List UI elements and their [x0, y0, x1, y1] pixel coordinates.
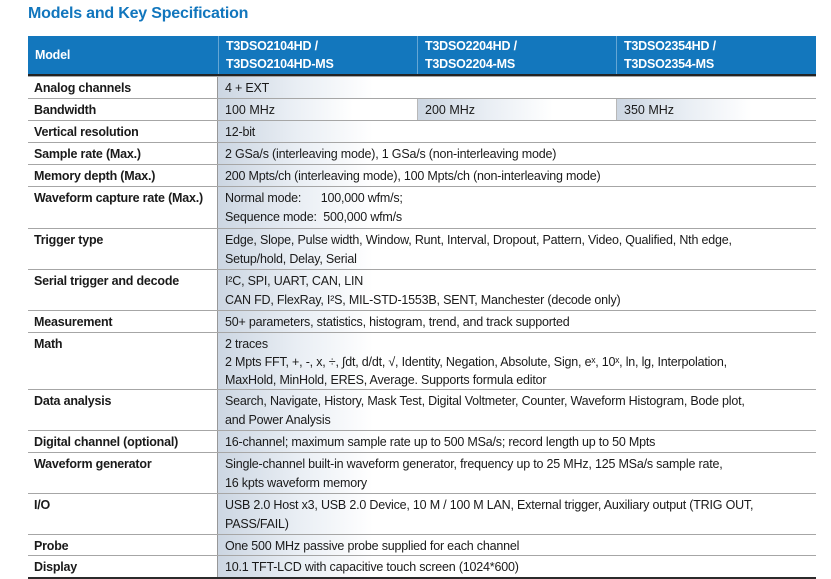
row-label: Digital channel (optional) [28, 431, 218, 452]
row-value: 2 GSa/s (interleaving mode), 1 GSa/s (no… [218, 143, 816, 164]
row-value: 50+ parameters, statistics, histogram, t… [218, 311, 816, 332]
bandwidth-cell-2104: 100 MHz [218, 99, 417, 120]
row-label: Memory depth (Max.) [28, 165, 218, 186]
row-label: Math [28, 333, 218, 389]
value-line: 16 kpts waveform memory [225, 475, 367, 490]
value-line: Setup/hold, Delay, Serial [225, 251, 357, 266]
spec-row-serial-trigger-decode: Serial trigger and decode I²C, SPI, UART… [28, 269, 816, 310]
row-label: Waveform generator [28, 453, 218, 493]
row-value: Single-channel built-in waveform generat… [218, 453, 816, 493]
row-value: Edge, Slope, Pulse width, Window, Runt, … [218, 229, 816, 269]
header-cell-t3dso2354: T3DSO2354HD / T3DSO2354-MS [616, 36, 816, 74]
bandwidth-cell-2354: 350 MHz [616, 99, 816, 120]
model-name-line: T3DSO2104HD-MS [226, 57, 334, 71]
row-value: Search, Navigate, History, Mask Test, Di… [218, 390, 816, 430]
row-value: 200 Mpts/ch (interleaving mode), 100 Mpt… [218, 165, 816, 186]
row-value: 16-channel; maximum sample rate up to 50… [218, 431, 816, 452]
spec-row-digital-channel: Digital channel (optional) 16-channel; m… [28, 430, 816, 452]
model-name-line: T3DSO2354HD / [624, 38, 716, 53]
value-line: MaxHold, MinHold, ERES, Average. Support… [225, 373, 547, 387]
value-line: 10.1 TFT-LCD with capacitive touch scree… [225, 560, 519, 574]
header-model-label: Model [35, 47, 71, 62]
spec-row-memory-depth: Memory depth (Max.) 200 Mpts/ch (interle… [28, 164, 816, 186]
model-name-line: T3DSO2204-MS [425, 57, 515, 71]
spec-table: Model T3DSO2104HD / T3DSO2104HD-MS T3DSO… [28, 36, 816, 579]
value-line: Search, Navigate, History, Mask Test, Di… [225, 394, 745, 408]
value-line: Edge, Slope, Pulse width, Window, Runt, … [225, 233, 732, 247]
row-value: USB 2.0 Host x3, USB 2.0 Device, 10 M / … [218, 494, 816, 534]
value-line: 50+ parameters, statistics, histogram, t… [225, 315, 570, 329]
model-name-line: T3DSO2104HD / [226, 38, 318, 53]
spec-row-analog-channels: Analog channels 4 + EXT [28, 76, 816, 98]
value-line: Sequence mode: 500,000 wfm/s [225, 209, 402, 224]
spec-row-data-analysis: Data analysis Search, Navigate, History,… [28, 389, 816, 430]
spec-row-vertical-resolution: Vertical resolution 12-bit [28, 120, 816, 142]
value-line: Single-channel built-in waveform generat… [225, 457, 723, 471]
spec-row-bandwidth: Bandwidth 100 MHz 200 MHz 350 MHz [28, 98, 816, 120]
row-label: Measurement [28, 311, 218, 332]
value-line: 2 GSa/s (interleaving mode), 1 GSa/s (no… [225, 147, 557, 161]
row-label: Serial trigger and decode [28, 270, 218, 310]
value-line: 2 Mpts FFT, +, -, x, ÷, ∫dt, d/dt, √, Id… [225, 355, 727, 369]
spec-row-trigger-type: Trigger type Edge, Slope, Pulse width, W… [28, 228, 816, 269]
page-title: Models and Key Specification [28, 5, 249, 22]
value-line: One 500 MHz passive probe supplied for e… [225, 539, 520, 553]
spec-row-waveform-capture-rate: Waveform capture rate (Max.) Normal mode… [28, 186, 816, 228]
value-line: 4 + EXT [225, 81, 270, 95]
row-value: 2 traces 2 Mpts FFT, +, -, x, ÷, ∫dt, d/… [218, 333, 816, 389]
model-name-line: T3DSO2354-MS [624, 57, 714, 71]
spec-row-io: I/O USB 2.0 Host x3, USB 2.0 Device, 10 … [28, 493, 816, 534]
value-line: Normal mode: 100,000 wfm/s; [225, 191, 403, 205]
row-value: I²C, SPI, UART, CAN, LIN CAN FD, FlexRay… [218, 270, 816, 310]
bandwidth-cell-2204: 200 MHz [417, 99, 616, 120]
value-line: CAN FD, FlexRay, I²S, MIL-STD-1553B, SEN… [225, 292, 621, 307]
value-line: 16-channel; maximum sample rate up to 50… [225, 435, 656, 449]
header-cell-t3dso2204: T3DSO2204HD / T3DSO2204-MS [417, 36, 616, 74]
row-label: I/O [28, 494, 218, 534]
value-line: USB 2.0 Host x3, USB 2.0 Device, 10 M / … [225, 498, 754, 512]
row-label: Vertical resolution [28, 121, 218, 142]
row-label: Waveform capture rate (Max.) [28, 187, 218, 228]
row-label: Display [28, 556, 218, 577]
row-value: 10.1 TFT-LCD with capacitive touch scree… [218, 556, 816, 577]
spec-row-waveform-generator: Waveform generator Single-channel built-… [28, 452, 816, 493]
table-header-row: Model T3DSO2104HD / T3DSO2104HD-MS T3DSO… [28, 36, 816, 76]
spec-row-math: Math 2 traces 2 Mpts FFT, +, -, x, ÷, ∫d… [28, 332, 816, 389]
spec-row-display: Display 10.1 TFT-LCD with capacitive tou… [28, 555, 816, 577]
row-value: Normal mode: 100,000 wfm/s; Sequence mod… [218, 187, 816, 228]
value-line: I²C, SPI, UART, CAN, LIN [225, 274, 364, 288]
spec-row-sample-rate: Sample rate (Max.) 2 GSa/s (interleaving… [28, 142, 816, 164]
row-value: One 500 MHz passive probe supplied for e… [218, 535, 816, 555]
row-value-columns: 100 MHz 200 MHz 350 MHz [218, 99, 816, 120]
row-label: Trigger type [28, 229, 218, 269]
value-line: 2 traces [225, 337, 268, 351]
row-value: 12-bit [218, 121, 816, 142]
row-label: Probe [28, 535, 218, 555]
row-label: Data analysis [28, 390, 218, 430]
spec-row-probe: Probe One 500 MHz passive probe supplied… [28, 534, 816, 555]
row-label: Analog channels [28, 77, 218, 98]
value-line: PASS/FAIL) [225, 516, 289, 531]
row-label: Sample rate (Max.) [28, 143, 218, 164]
header-cell-t3dso2104: T3DSO2104HD / T3DSO2104HD-MS [218, 36, 417, 74]
row-label: Bandwidth [28, 99, 218, 120]
value-line: and Power Analysis [225, 412, 331, 427]
value-line: 200 Mpts/ch (interleaving mode), 100 Mpt… [225, 169, 601, 183]
spec-row-measurement: Measurement 50+ parameters, statistics, … [28, 310, 816, 332]
row-value: 4 + EXT [218, 77, 816, 98]
value-line: 12-bit [225, 125, 256, 139]
model-name-line: T3DSO2204HD / [425, 38, 517, 53]
header-cell-model: Model [28, 36, 218, 74]
